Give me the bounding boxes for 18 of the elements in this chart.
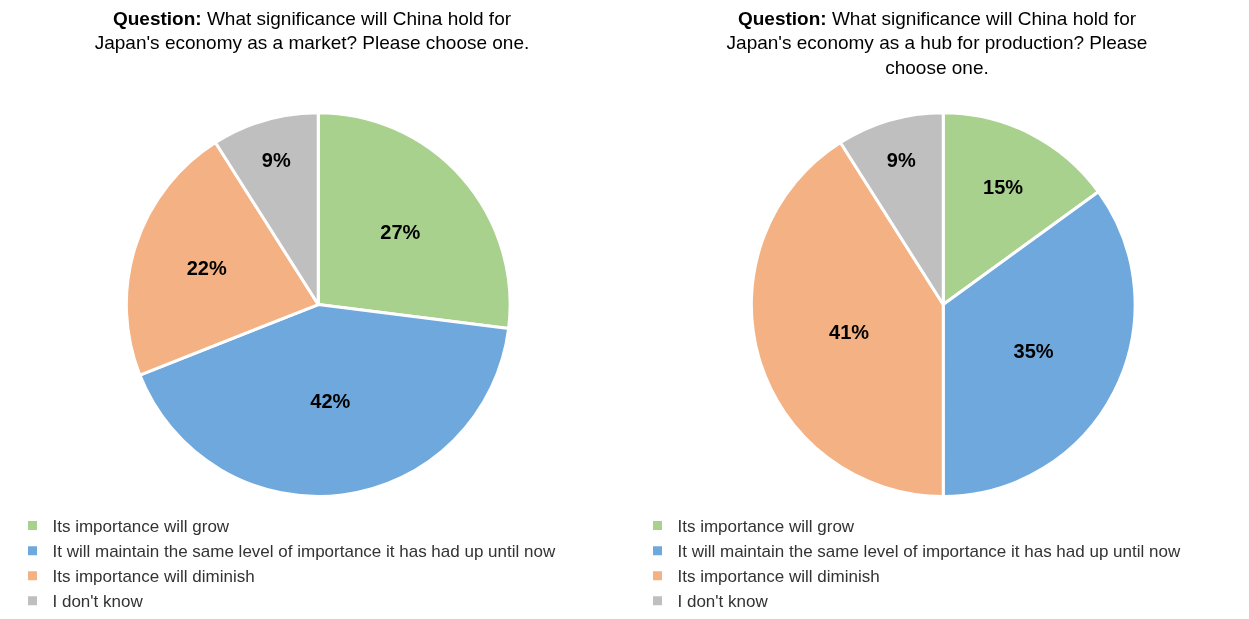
legend-label: Its importance will diminish [52,567,255,587]
legend-label: It will maintain the same level of importance it has had up until now [52,542,556,562]
data-label: 42% [310,390,351,413]
legend-label: Its importance will diminish [677,567,880,587]
data-label: 9% [261,149,291,172]
chart-title: Question: What significance will China hold for Japan's economy as a market? Please choose one. [94,7,530,54]
legend-label: Its importance will grow [52,517,230,537]
legend-label: I don't know [677,592,769,612]
data-label: 22% [186,257,227,280]
data-label: 41% [829,320,870,343]
chart-title: Question: What significance will China hold for Japan's economy as a hub for production? Please choose one. [726,7,1148,79]
legend-label: It will maintain the same level of importance it has had up until now [677,542,1181,562]
legend-label: I don't know [52,592,144,612]
data-label: 15% [983,175,1024,198]
data-label: 9% [886,149,916,172]
data-label: 27% [380,221,421,244]
data-label: 35% [1013,339,1054,362]
legend-label: Its importance will grow [677,517,855,537]
